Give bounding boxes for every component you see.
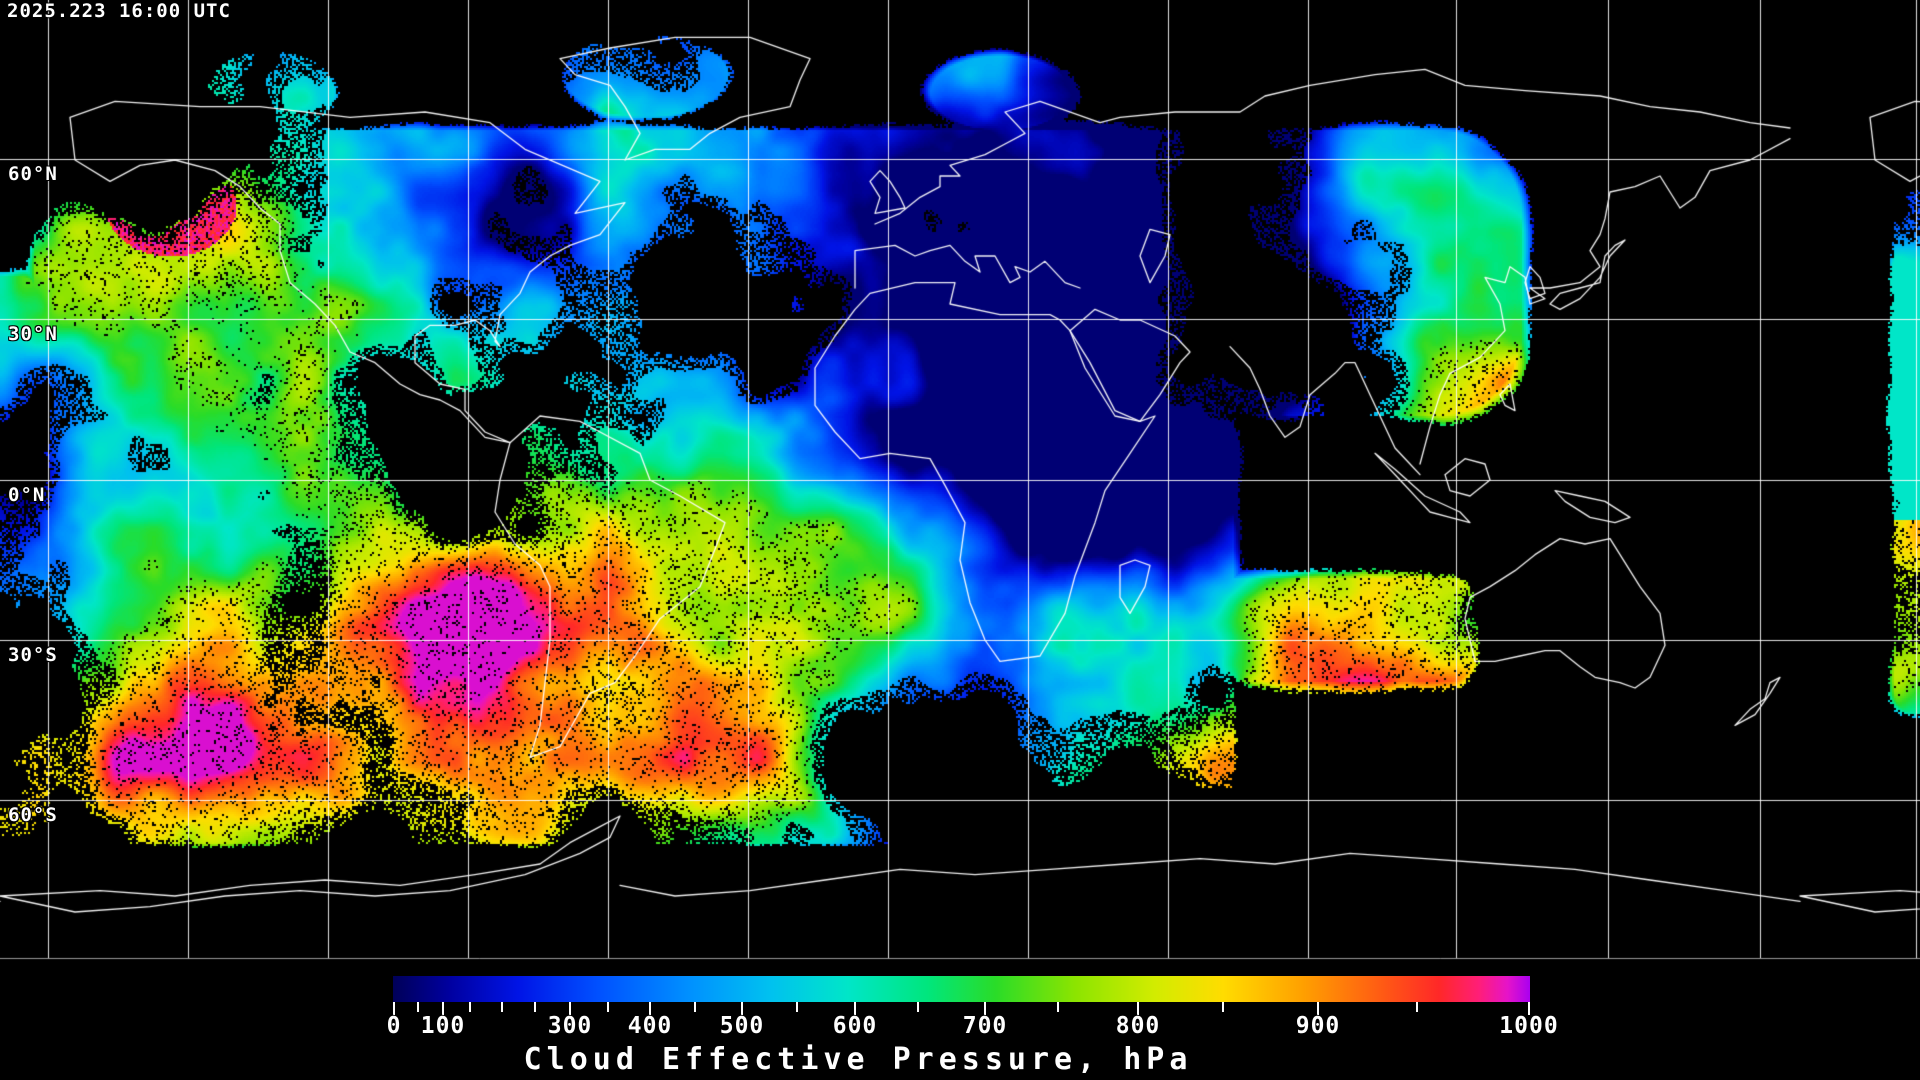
- colorbar-tick: [694, 1002, 696, 1012]
- colorbar-tick-label: 100: [420, 1013, 466, 1039]
- colorbar-tick: [649, 1002, 651, 1015]
- colorbar-tick: [1057, 1002, 1059, 1012]
- timestamp: 2025.223 16:00 UTC: [7, 0, 231, 22]
- colorbar-tick: [607, 1002, 609, 1012]
- colorbar-title: Cloud Effective Pressure, hPa: [523, 1042, 1193, 1077]
- latitude-label: 60°S: [8, 804, 58, 826]
- colorbar-tick: [796, 1002, 798, 1012]
- colorbar-tick: [1528, 1002, 1530, 1015]
- colorbar-tick-label: 600: [832, 1013, 878, 1039]
- latitude-label: 30°N: [8, 323, 58, 345]
- colorbar-tick-label: 900: [1295, 1013, 1341, 1039]
- colorbar-tick: [741, 1002, 743, 1015]
- colorbar-tick: [1137, 1002, 1139, 1015]
- colorbar-tick: [1416, 1002, 1418, 1012]
- colorbar-tick-label: 1000: [1499, 1013, 1559, 1039]
- colorbar-tick: [917, 1002, 919, 1012]
- latitude-label: 0°N: [8, 484, 46, 506]
- colorbar-tick: [442, 1002, 444, 1015]
- colorbar-tick: [393, 1002, 395, 1015]
- latitude-label: 60°N: [8, 163, 58, 185]
- colorbar-tick: [417, 1002, 419, 1012]
- colorbar-tick-label: 800: [1115, 1013, 1161, 1039]
- colorbar: [393, 976, 1530, 1002]
- colorbar-tick: [984, 1002, 986, 1015]
- latitude-label: 30°S: [8, 644, 58, 666]
- colorbar-tick-label: 0: [386, 1013, 402, 1039]
- colorbar-tick: [854, 1002, 856, 1015]
- colorbar-tick-label: 300: [547, 1013, 593, 1039]
- colorbar-tick: [534, 1002, 536, 1012]
- world-cloud-map-canvas: [0, 0, 1920, 960]
- colorbar-tick: [469, 1002, 471, 1012]
- colorbar-tick: [1317, 1002, 1319, 1015]
- colorbar-tick: [569, 1002, 571, 1015]
- colorbar-tick: [501, 1002, 503, 1012]
- colorbar-tick: [1222, 1002, 1224, 1012]
- colorbar-tick-label: 500: [719, 1013, 765, 1039]
- colorbar-tick-label: 700: [962, 1013, 1008, 1039]
- colorbar-tick-label: 400: [627, 1013, 673, 1039]
